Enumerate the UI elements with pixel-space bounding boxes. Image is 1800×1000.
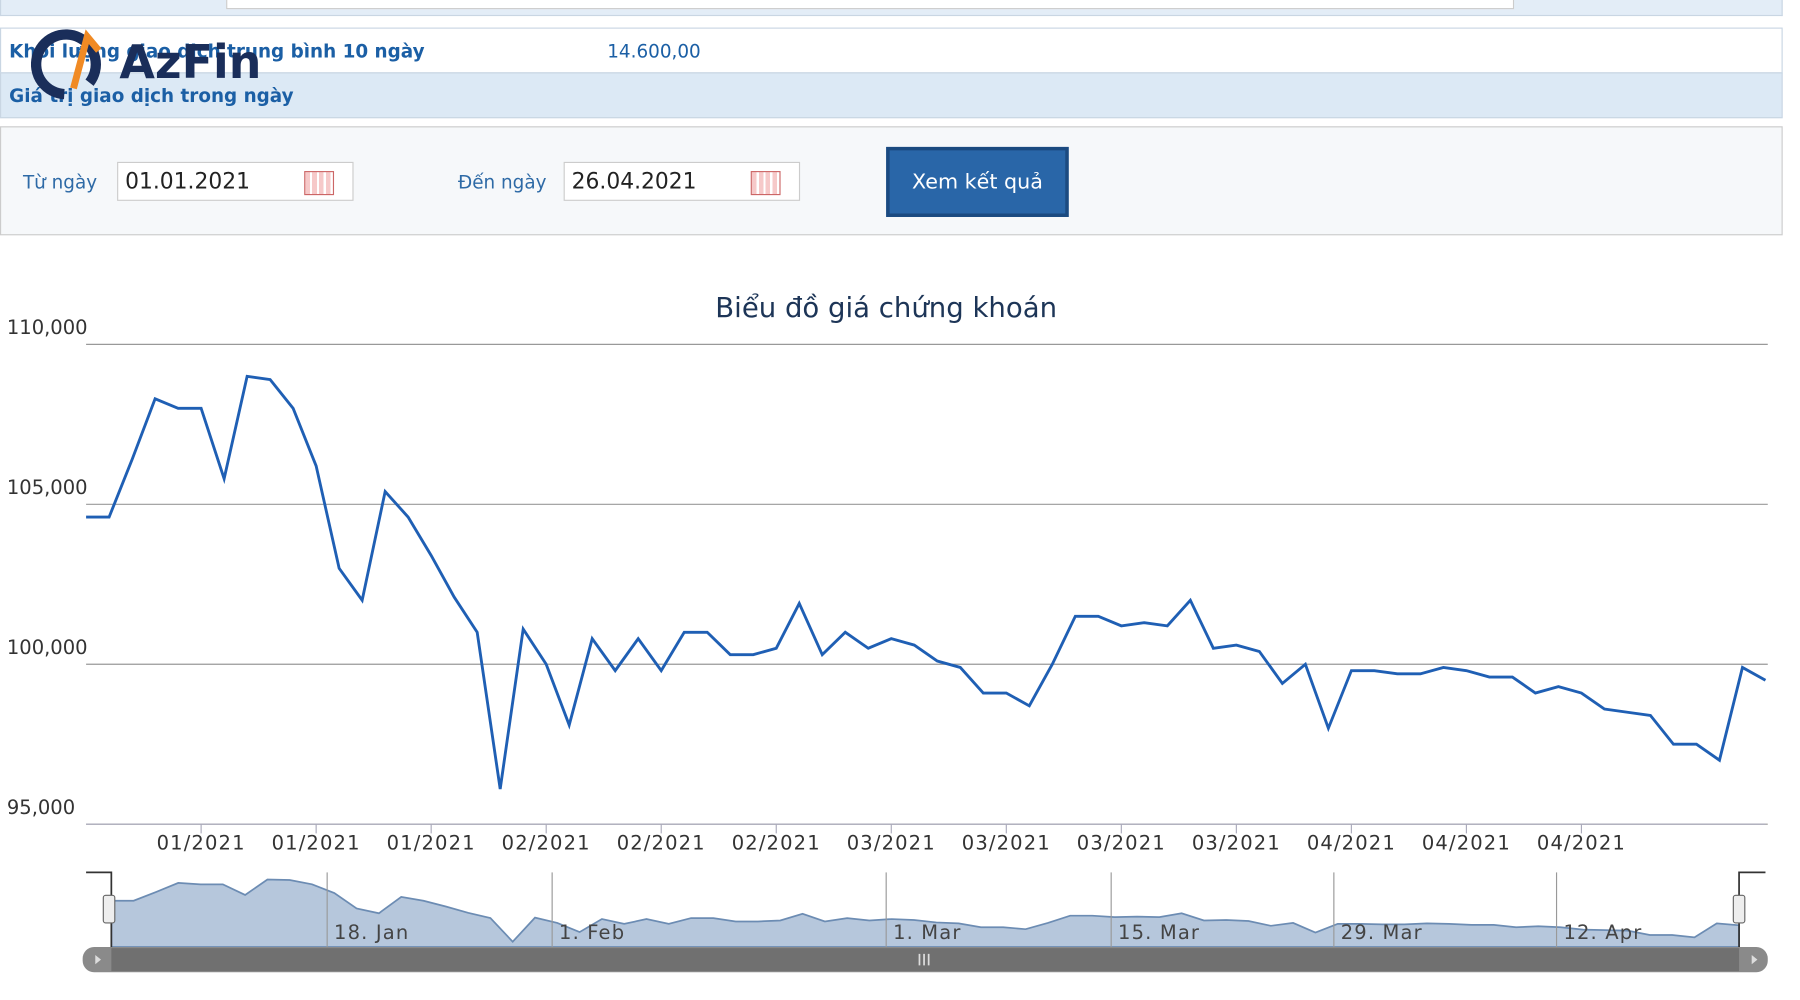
y-tick-label: 110,000 xyxy=(7,316,88,339)
info-value: 14.600,00 xyxy=(607,40,701,62)
from-value: 01.01.2021 xyxy=(125,168,251,194)
from-label: Từ ngày xyxy=(22,171,98,193)
x-tick-label: 01/2021 xyxy=(157,831,246,854)
x-tick-label: 03/2021 xyxy=(847,831,936,854)
calendar-icon[interactable] xyxy=(750,171,781,196)
x-tick-label: 02/2021 xyxy=(617,831,706,854)
from-input[interactable]: 01.01.2021 xyxy=(117,161,354,201)
scroll-grip xyxy=(918,953,930,966)
navigator-label: 18. Jan xyxy=(334,921,409,944)
chart-title: Biểu đồ giá chứng khoán xyxy=(715,292,1057,324)
y-tick-label: 100,000 xyxy=(7,636,88,659)
logo-icon xyxy=(30,29,102,100)
info-label: Giá trị giao dịch trong ngày xyxy=(9,84,294,107)
navigator-area xyxy=(110,878,1740,948)
navigator-label: 15. Mar xyxy=(1118,921,1200,944)
scrollbar-thumb[interactable] xyxy=(111,948,1740,972)
x-tick-label: 04/2021 xyxy=(1307,831,1396,854)
scroll-left[interactable] xyxy=(95,955,102,965)
navigator-label: 1. Feb xyxy=(559,921,625,944)
x-tick-label: 04/2021 xyxy=(1422,831,1511,854)
x-tick-label: 01/2021 xyxy=(387,831,476,854)
navigator-label: 29. Mar xyxy=(1341,921,1423,944)
calendar-icon[interactable] xyxy=(304,171,335,196)
x-tick-label: 04/2021 xyxy=(1537,831,1626,854)
x-tick-label: 02/2021 xyxy=(732,831,821,854)
price-line xyxy=(86,374,1767,790)
logo: AzFin xyxy=(18,25,261,105)
x-tick-label: 01/2021 xyxy=(272,831,361,854)
to-label: Đến ngày xyxy=(458,171,547,193)
logo-text: AzFin xyxy=(119,36,262,90)
y-tick-label: 105,000 xyxy=(7,476,88,499)
x-tick-label: 02/2021 xyxy=(502,831,591,854)
navigator-label: 12. Apr xyxy=(1563,921,1642,944)
navigator-handle[interactable] xyxy=(1732,894,1746,924)
row-top xyxy=(0,0,1783,17)
info-row: Khối lượng giao dịch trung bình 10 ngày … xyxy=(0,27,1783,74)
y-tick-label: 95,000 xyxy=(7,796,75,819)
x-tick-label: 03/2021 xyxy=(962,831,1051,854)
x-tick-label: 03/2021 xyxy=(1192,831,1281,854)
navigator-label: 1. Mar xyxy=(893,921,961,944)
to-input[interactable]: 26.04.2021 xyxy=(563,161,801,201)
info-row: Giá trị giao dịch trong ngày xyxy=(0,72,1783,119)
input-edge xyxy=(226,0,1515,10)
submit-button[interactable]: Xem kết quả xyxy=(886,146,1069,217)
to-value: 26.04.2021 xyxy=(571,168,697,194)
date-form: Từ ngày 01.01.2021 Đến ngày 26.04.2021 X… xyxy=(0,126,1783,236)
scroll-right[interactable] xyxy=(1751,955,1758,965)
info-label: Khối lượng giao dịch trung bình 10 ngày xyxy=(9,40,425,62)
x-tick-label: 03/2021 xyxy=(1077,831,1166,854)
navigator-handle[interactable] xyxy=(102,894,116,924)
